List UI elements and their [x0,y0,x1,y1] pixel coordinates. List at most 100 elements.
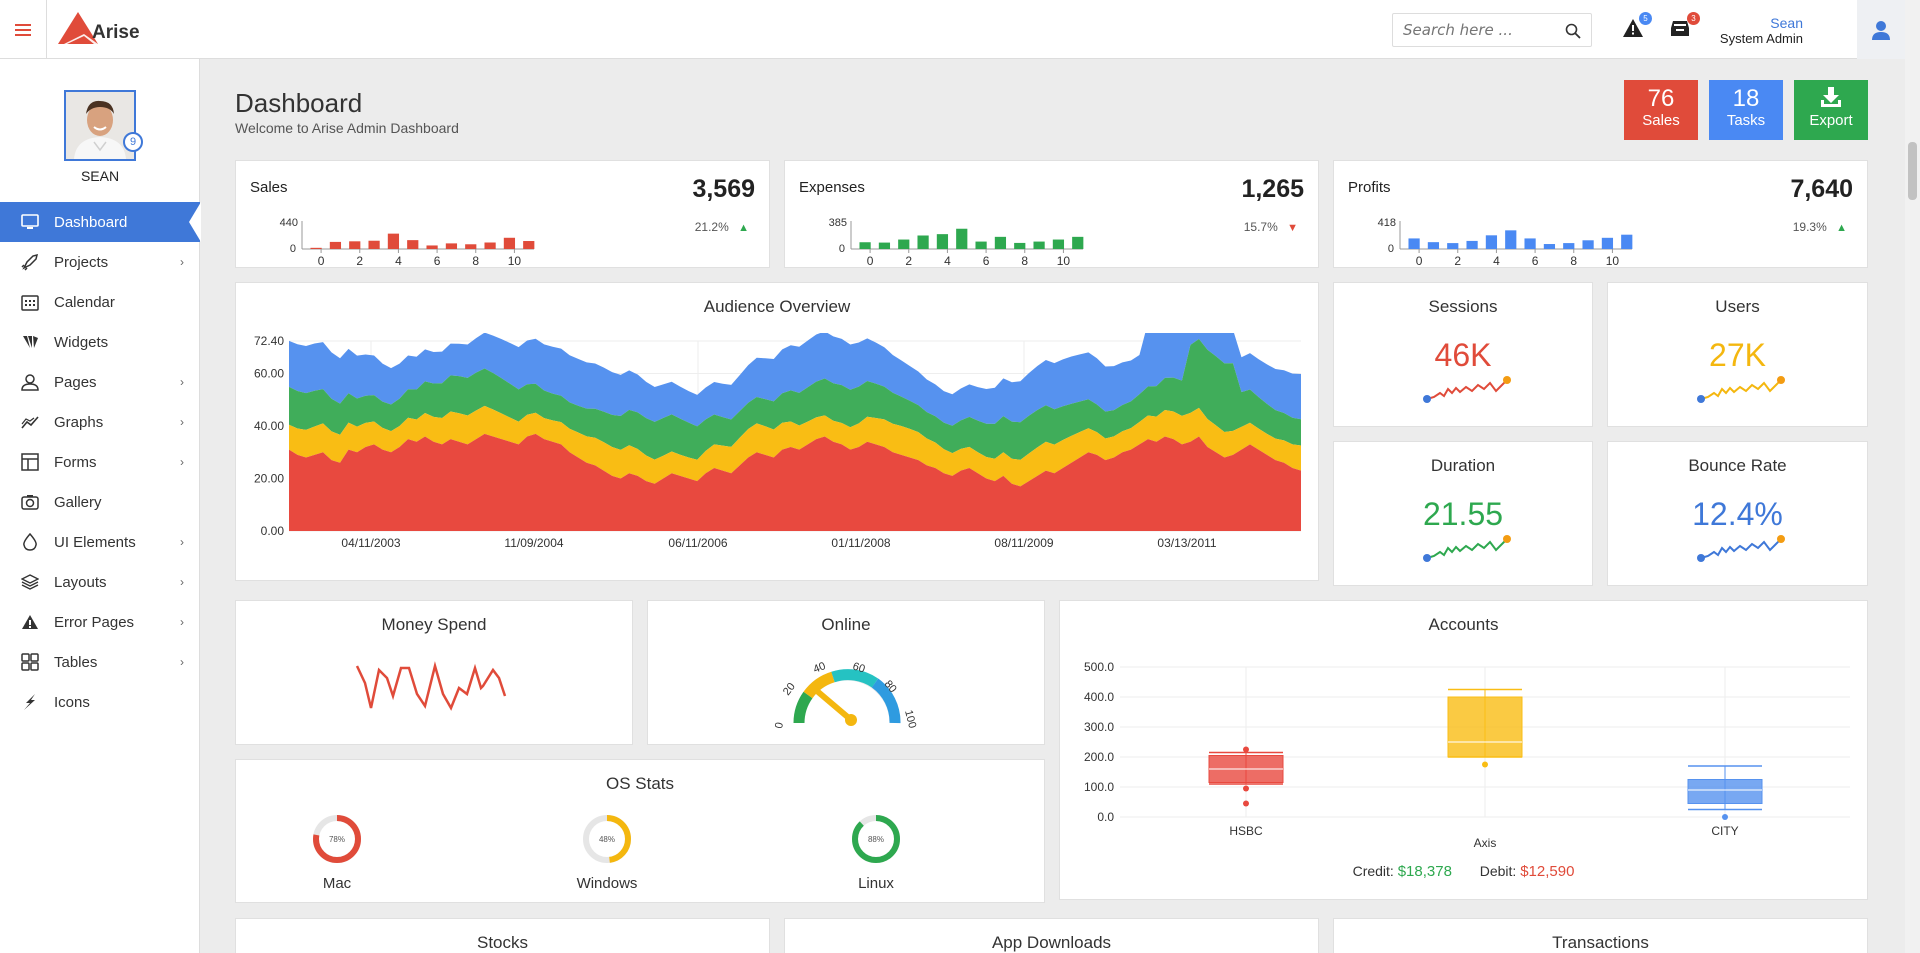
layout-icon [20,452,40,472]
sparkline-start-dot [1423,554,1431,562]
y-tick-label: 60.00 [254,367,284,381]
stat-change-percent: 19.3% [1792,220,1827,234]
x-tick-label: 4 [395,254,402,266]
outlier-point [1243,800,1249,807]
bar [465,244,477,249]
warning-icon [1623,19,1643,37]
expenses-stat-card: Expenses 1,265 15.7% ▼ 385 0 0 2 4 6 8 10 [784,160,1319,268]
user-meta[interactable]: Sean System Admin [1720,15,1803,47]
stat-title: Profits [1348,179,1391,196]
x-tick-label: 8 [1570,254,1577,266]
sidebar-item-forms[interactable]: Forms › [0,442,200,482]
chevron-right-icon: › [180,575,184,589]
bar [1485,235,1498,249]
sidebar-item-error-pages[interactable]: Error Pages › [0,602,200,642]
y-tick-label: 40.00 [254,419,284,433]
scrollbar-thumb[interactable] [1908,142,1917,200]
kpi-value: 21.55 [1422,496,1504,532]
sidebar-item-pages[interactable]: Pages › [0,362,200,402]
user-profile-button[interactable] [1857,0,1905,59]
top-bar: Arise 5 3 Sean System Admin [0,0,1905,59]
os-stat-linux: 88% Linux [816,813,936,892]
y-tick-label: 20.00 [254,472,284,486]
duration-card: Duration 21.55 [1333,441,1593,586]
bar [310,247,322,249]
sidebar-item-tables[interactable]: Tables › [0,642,200,682]
donut-percent: 78% [329,835,345,844]
stat-change-percent: 21.2% [694,220,729,234]
sidebar-item-layouts[interactable]: Layouts › [0,562,200,602]
bar [426,245,438,249]
bounce-rate-sparkline [1697,535,1785,562]
export-button[interactable]: Export [1794,80,1868,140]
bar [917,235,929,249]
y-tick-label: 440 [280,217,298,229]
box[interactable] [1447,696,1523,758]
stat-value: 1,265 [1241,175,1304,203]
area-series-3[interactable] [289,339,1301,460]
area-series-1[interactable] [289,433,1301,531]
sidebar-item-ui-elements[interactable]: UI Elements › [0,522,200,562]
users-sparkline [1697,376,1785,403]
x-tick-label: CITY [1711,824,1738,838]
donut-chart: 48% [583,815,631,863]
sparkline-line [1700,538,1782,559]
outlier-point [1482,761,1488,768]
audience-area-chart[interactable]: 72.40 60.00 40.00 20.00 0.00 04/11/2003 11/09/… [244,333,1314,573]
cart-button[interactable]: 3 [1670,12,1700,41]
avatar[interactable] [64,90,136,161]
audience-overview-card: Audience Overview 72.40 60.00 40.00 20.00 0.… [235,282,1319,581]
sidebar-item-graphs[interactable]: Graphs › [0,402,200,442]
trend-up-icon: ▲ [1836,222,1847,234]
app-downloads-card: App Downloads [784,918,1319,953]
area-series-4[interactable] [289,333,1301,427]
accounts-box-plot[interactable]: 500.0 400.0 300.0 200.0 100.0 0.0 HSBC Axis CITY [1070,653,1860,853]
app-logo[interactable]: Arise [58,12,140,46]
x-tick-label: 8 [1021,254,1028,266]
bar [898,239,910,249]
expenses-mini-bar-chart: 385 0 0 2 4 6 8 10 [829,217,1084,266]
x-tick-label: 0 [1416,254,1423,266]
os-stat-mac: 78% Mac [277,813,397,892]
chevron-right-icon: › [180,255,184,269]
search-box [1392,13,1592,47]
sidebar-item-gallery[interactable]: Gallery [0,482,200,522]
drop-icon [20,532,40,552]
x-tick-label: 4 [944,254,951,266]
os-label: Windows [576,875,638,892]
users-card: Users 27K [1607,282,1868,427]
sidebar-item-calendar[interactable]: Calendar [0,282,200,322]
donut-chart: 78% [313,815,361,863]
camera-icon [20,492,40,512]
download-icon [1821,87,1841,107]
transactions-card: Transactions [1333,918,1868,953]
user-name: Sean [1770,15,1803,31]
search-icon[interactable] [1565,23,1581,39]
sidebar-item-widgets[interactable]: Widgets [0,322,200,362]
y-tick-label: 0 [290,243,296,255]
bar [1543,244,1556,249]
area-series-2[interactable] [289,405,1301,487]
hamburger-menu-button[interactable] [0,0,47,59]
page-title: Dashboard [235,88,363,118]
x-tick-label: 04/11/2003 [341,536,400,550]
alerts-button[interactable]: 5 [1622,12,1652,41]
monitor-icon [20,212,40,232]
page-scrollbar[interactable] [1905,0,1920,953]
sidebar-item-dashboard[interactable]: Dashboard [0,202,201,242]
chevron-right-icon: › [180,535,184,549]
card-title: Money Spend [381,615,487,634]
search-input[interactable] [1393,14,1553,46]
box[interactable] [1687,779,1763,804]
sparkline-start-dot [1423,395,1431,403]
sales-button[interactable]: 76 Sales [1624,80,1698,140]
kpi-value: 46K [1434,337,1492,373]
bar [1601,237,1614,249]
rocket-icon [20,252,40,272]
bar [1582,240,1594,249]
card-title: Stocks [476,933,529,952]
stat-change: 21.2% ▲ [695,220,749,234]
sidebar-item-projects[interactable]: Projects › [0,242,200,282]
tasks-button[interactable]: 18 Tasks [1709,80,1783,140]
sidebar-item-icons[interactable]: Icons [0,682,200,722]
